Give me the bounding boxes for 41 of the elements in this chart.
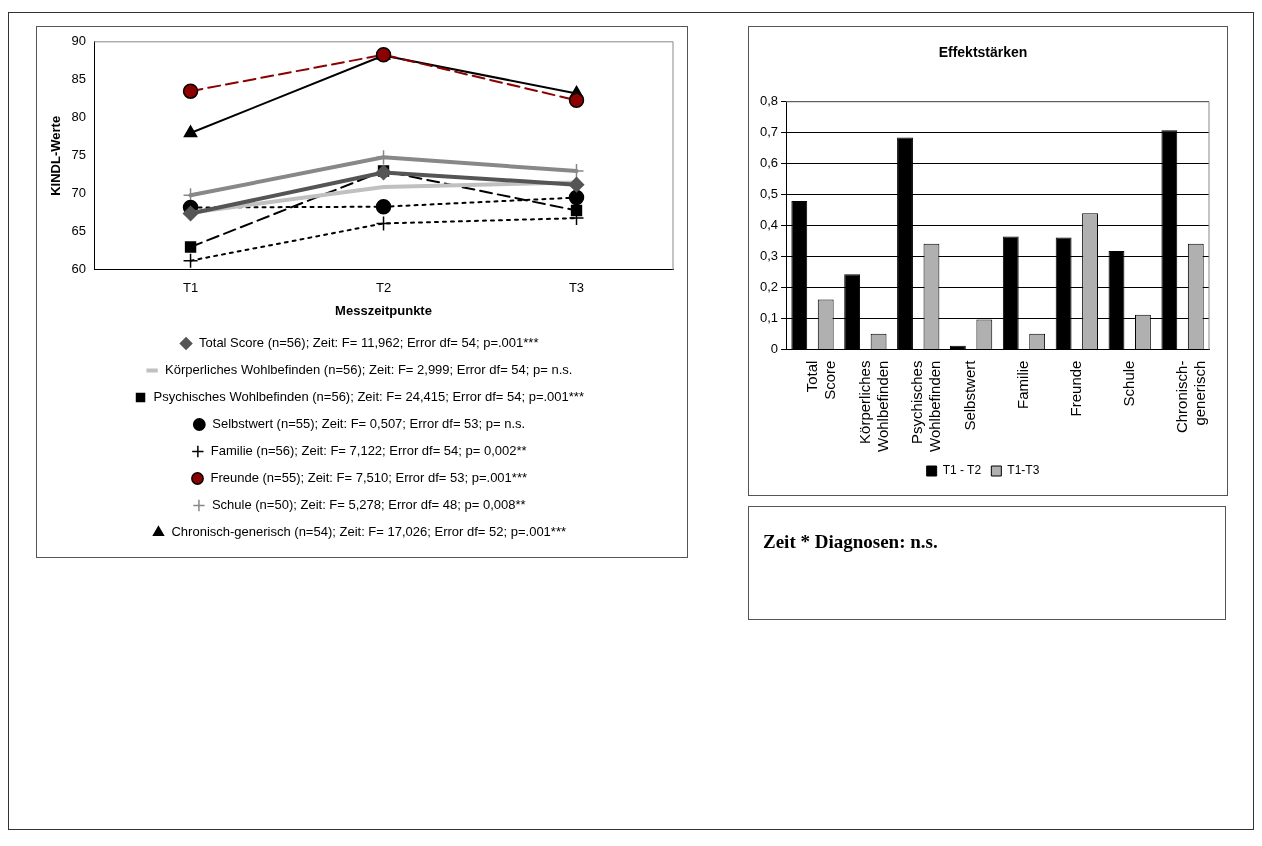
y-tick-label: 0,1: [759, 310, 779, 326]
y-tick-label: 70: [71, 185, 87, 201]
y-axis-title: KINDL-Werte: [48, 115, 64, 196]
y-tick-label: 60: [71, 261, 87, 277]
y-tick-label: 0: [770, 341, 779, 357]
x-tick-label: T2: [375, 280, 392, 296]
chart-title: Effektstärken: [938, 44, 1028, 61]
y-tick-label: 80: [71, 109, 87, 125]
legend-label: Selbstwert (n=55); Zeit: F= 0,507; Error df= 53; p= n.s.: [212, 416, 526, 432]
legend-label: Schule (n=50); Zeit: F= 5,278; Error df= 48; p= 0,008**: [211, 497, 526, 513]
y-tick-label: 0,7: [759, 124, 779, 140]
y-tick-label: 0,4: [759, 217, 779, 233]
x-tick-label: Familie: [1014, 360, 1032, 409]
x-tick-label: T1: [182, 280, 199, 296]
y-tick-label: 90: [71, 33, 87, 49]
legend-label: Chronisch-generisch (n=54); Zeit: F= 17,026; Error df= 52; p=.001***: [171, 524, 567, 540]
legend-label: Familie (n=56); Zeit: F= 7,122; Error df= 54; p= 0,002**: [210, 443, 527, 459]
x-tick-label: Psychisches Wohlbefinden: [908, 360, 944, 453]
y-tick-label: 0,5: [759, 186, 779, 202]
x-tick-label: Total Score: [802, 360, 838, 400]
x-tick-label: Freunde: [1066, 360, 1084, 417]
legend-label: T1-T3: [1007, 463, 1040, 478]
y-tick-label: 0,6: [759, 155, 779, 171]
legend-label: Körperliches Wohlbefinden (n=56); Zeit: F= 2,999; Error df= 54; p= n.s.: [165, 362, 573, 378]
y-tick-label: 65: [71, 223, 87, 239]
x-tick-label: T3: [568, 280, 585, 296]
legend-label: Freunde (n=55); Zeit: F= 7,510; Error df= 53; p=.001***: [210, 470, 528, 486]
legend-label: T1 - T2: [942, 463, 982, 478]
x-tick-label: Selbstwert: [961, 359, 979, 431]
legend-label: Psychisches Wohlbefinden (n=56); Zeit: F= 24,415; Error df= 54; p=.001***: [153, 389, 584, 405]
y-tick-label: 0,3: [759, 248, 779, 264]
y-tick-label: 0,8: [759, 93, 779, 109]
text: Zeit * Diagnosen: n.s.: [763, 531, 939, 553]
x-tick-label: Körperliches Wohlbefinden: [855, 360, 891, 453]
y-tick-label: 0,2: [759, 279, 779, 295]
y-tick-label: 75: [71, 147, 87, 163]
x-axis-title: Messzeitpunkte: [335, 302, 432, 318]
x-tick-label: Schule: [1119, 360, 1137, 407]
y-tick-label: 85: [71, 71, 87, 87]
x-tick-label: Chronisch-generisch: [1172, 360, 1208, 434]
legend-label: Total Score (n=56); Zeit: F= 11,962; Error df= 54; p=.001***: [199, 335, 539, 351]
